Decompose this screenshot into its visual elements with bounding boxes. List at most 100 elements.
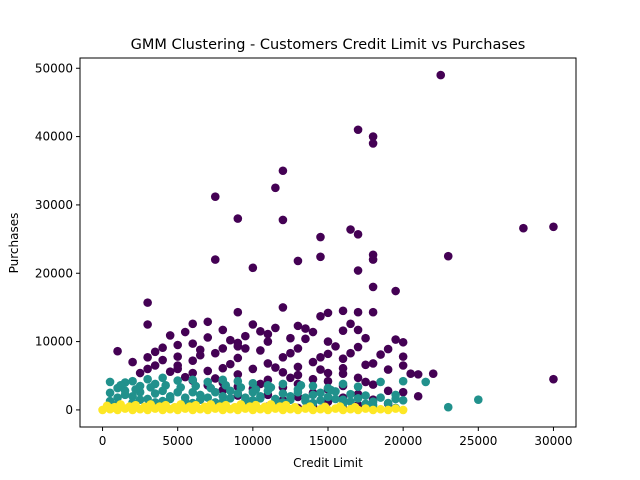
data-point [241,331,250,341]
data-point [226,335,235,345]
data-point [113,346,122,356]
data-point [236,383,246,392]
data-point [368,132,378,141]
data-point [383,365,393,374]
data-point [368,307,378,317]
data-point [233,353,243,363]
data-point [278,353,288,362]
data-point [398,387,408,397]
data-point [368,255,378,264]
data-point [335,402,345,411]
data-point [316,232,325,242]
data-point [143,374,152,384]
data-point [353,382,363,391]
data-point [398,376,408,386]
data-point [305,402,315,411]
data-point [128,357,137,367]
data-point [406,369,415,379]
data-point [278,303,288,312]
data-point [173,376,182,385]
data-point [383,398,393,408]
data-point [398,405,408,415]
data-point [281,400,291,410]
data-point [436,70,446,80]
data-point [266,383,276,392]
data-point [221,400,231,410]
data-point [165,331,175,340]
data-point [210,255,220,264]
data-point [165,367,175,376]
data-point [188,339,198,348]
data-point [278,215,288,225]
data-point [120,390,130,400]
y-tick-label: 20000 [35,266,73,280]
data-point [286,373,295,383]
data-point [353,325,363,335]
data-point [113,393,122,402]
data-point [226,359,235,369]
data-point [350,402,360,412]
data-point [443,251,453,261]
data-point [263,337,273,346]
y-axis-label: Purchases [7,213,21,274]
data-point [316,353,325,362]
data-point [188,319,198,329]
data-point [413,391,423,401]
data-point [316,252,325,262]
data-point [376,350,385,359]
data-point [293,362,303,372]
data-point [323,392,333,402]
data-point [398,352,408,361]
data-point [361,360,370,370]
data-point [301,324,310,333]
data-point [353,125,363,135]
data-point [146,383,155,392]
data-point [316,312,325,321]
data-point [278,379,288,389]
data-point [233,370,243,379]
data-point [233,342,243,351]
data-point [290,402,300,412]
data-point [331,394,340,404]
data-point [338,369,348,379]
data-point [150,361,160,370]
x-axis-label: Credit Limit [293,456,363,470]
data-point [116,400,125,409]
data-point [323,376,333,386]
data-point [338,379,348,389]
data-point [398,337,408,347]
data-point [293,344,303,353]
data-point [376,393,385,402]
data-point [180,327,190,337]
data-point [346,348,355,358]
data-point [158,355,167,365]
y-tick-label: 40000 [35,130,73,144]
x-tick-label: 10000 [234,434,272,448]
data-point [443,402,453,412]
data-point [248,320,258,329]
data-point [203,366,213,376]
data-point [293,387,303,397]
data-point [116,381,125,390]
data-point [210,192,220,202]
data-point [293,321,303,331]
data-point [263,359,273,368]
data-point [326,385,336,395]
data-point [308,381,318,391]
data-point [210,374,220,383]
data-point [346,389,355,399]
data-point [308,374,318,384]
series-3 [98,400,408,415]
data-point [105,377,115,387]
data-point [271,323,280,333]
data-point [278,166,288,176]
data-point [353,307,363,317]
data-point [421,377,431,387]
data-point [105,388,115,398]
data-point [191,400,201,410]
data-point [251,400,261,410]
data-point [368,405,378,415]
data-point [323,308,333,318]
data-point [210,348,220,358]
data-point [158,343,167,353]
